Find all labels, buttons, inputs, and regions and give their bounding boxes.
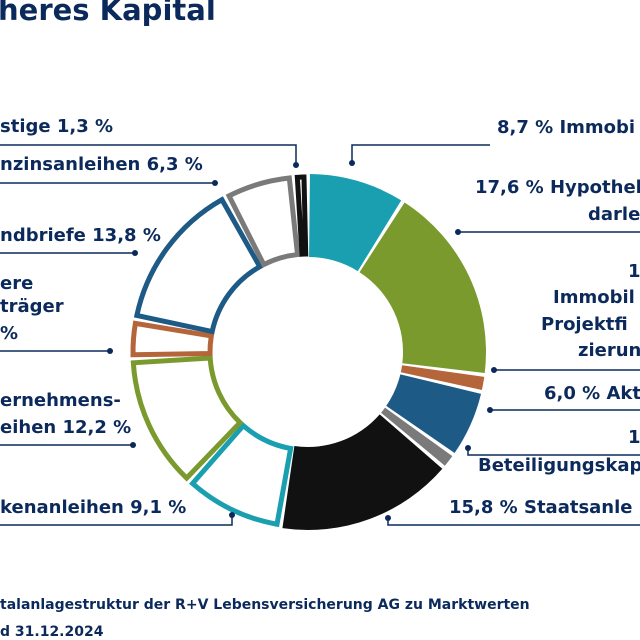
slice-label: Projektfi — [541, 314, 628, 335]
leader-dot — [465, 445, 471, 451]
slice-label: % — [0, 323, 18, 344]
donut-slice — [359, 202, 487, 374]
slice-label: ernehmens- — [0, 390, 121, 411]
leader-dot — [132, 250, 138, 256]
leader-dot — [229, 512, 235, 518]
donut-slice — [294, 174, 309, 257]
leader-dot — [487, 407, 493, 413]
slice-label: darle — [588, 204, 640, 225]
donut-slice — [130, 355, 244, 482]
donut-slice — [133, 196, 264, 335]
slice-label: nzinsanleihen 6,3 % — [0, 154, 203, 175]
slice-label: zierun — [578, 340, 640, 361]
slice-label: Immobil — [553, 287, 635, 308]
donut-slice — [189, 422, 294, 528]
donut-slice — [130, 320, 215, 358]
leader-dot — [107, 348, 113, 354]
donut-slice — [225, 175, 301, 268]
slice-label: stige 1,3 % — [0, 116, 113, 137]
leader-dot — [491, 367, 497, 373]
donut-slice — [282, 414, 443, 531]
slice-label: 8,7 % Immobi — [497, 117, 635, 138]
leader-line — [467, 448, 640, 456]
leader-line — [0, 144, 297, 165]
slice-label: 1 — [628, 427, 640, 448]
footnote: d 31.12.2024 — [0, 624, 104, 640]
leader-dot — [130, 442, 136, 448]
slice-label: 1 — [628, 261, 640, 282]
chart-title: heres Kapital — [0, 0, 216, 27]
donut-slice — [309, 174, 402, 272]
leader-line — [351, 144, 490, 163]
leader-dot — [212, 180, 218, 186]
slice-label: eihen 12,2 % — [0, 417, 131, 438]
donut-slice — [386, 374, 482, 453]
donut-slice — [381, 407, 453, 466]
slice-label: Beteiligungskap — [478, 455, 640, 476]
leader-dot — [293, 162, 299, 168]
leader-line — [387, 518, 640, 526]
slice-label: 15,8 % Staatsanle — [449, 497, 633, 518]
leader-dot — [385, 515, 391, 521]
leader-line — [0, 515, 233, 526]
donut-slice — [400, 365, 485, 391]
slice-label: 6,0 % Akt — [544, 383, 640, 404]
slice-label: ere — [0, 273, 33, 294]
slice-label: 17,6 % Hypothek — [475, 177, 640, 198]
slice-label: kenanleihen 9,1 % — [0, 497, 186, 518]
leader-dot — [349, 160, 355, 166]
slice-label: ndbriefe 13,8 % — [0, 225, 161, 246]
leader-dot — [455, 229, 461, 235]
footnote: talanlagestruktur der R+V Lebensversiche… — [0, 597, 530, 613]
slice-label: träger — [0, 296, 64, 317]
